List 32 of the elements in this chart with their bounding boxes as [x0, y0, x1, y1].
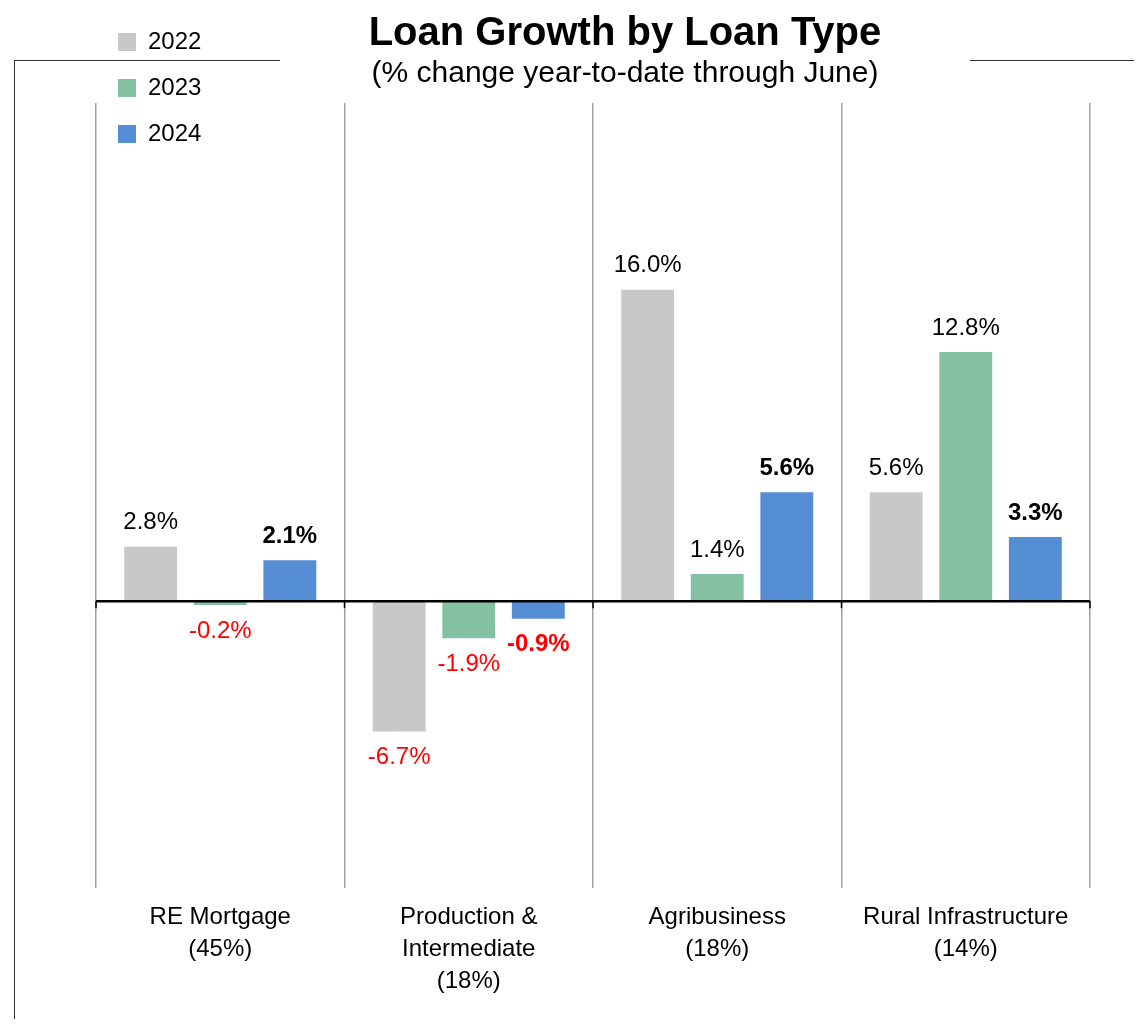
- chart-title: Loan Growth by Loan Type: [367, 8, 883, 54]
- bar: [442, 601, 496, 639]
- data-label: 1.4%: [689, 534, 745, 562]
- bar: [869, 492, 923, 602]
- bar: [511, 601, 565, 619]
- data-label: -0.2%: [188, 615, 252, 643]
- data-label: 12.8%: [931, 312, 1000, 340]
- bar: [690, 573, 744, 602]
- bar: [621, 289, 675, 602]
- bar: [1008, 536, 1062, 602]
- legend-label: 2024: [148, 118, 202, 146]
- chart-subtitle: (% change year-to-date through June): [370, 54, 880, 90]
- bar: [263, 560, 317, 602]
- bar: [939, 352, 993, 602]
- data-label: 5.6%: [868, 452, 924, 480]
- data-label: 5.6%: [759, 452, 815, 480]
- bar: [760, 492, 814, 602]
- data-label: -6.7%: [367, 742, 431, 770]
- legend-label: 2022: [148, 26, 202, 54]
- x-tick-label: Rural Infrastructure (14%): [862, 901, 1070, 963]
- bar: [372, 601, 426, 732]
- data-label: -0.9%: [506, 629, 570, 657]
- legend-label: 2023: [148, 72, 202, 100]
- x-tick-label: Production & Intermediate (18%): [399, 901, 539, 995]
- bar: [124, 546, 178, 602]
- data-label: 3.3%: [1007, 497, 1063, 525]
- x-tick-label: Agribusiness (18%): [647, 901, 787, 963]
- data-label: 16.0%: [613, 250, 682, 278]
- data-label: -1.9%: [437, 648, 501, 676]
- data-label: 2.8%: [123, 507, 179, 535]
- x-tick-label: RE Mortgage (45%): [148, 901, 292, 963]
- data-label: 2.1%: [262, 520, 318, 548]
